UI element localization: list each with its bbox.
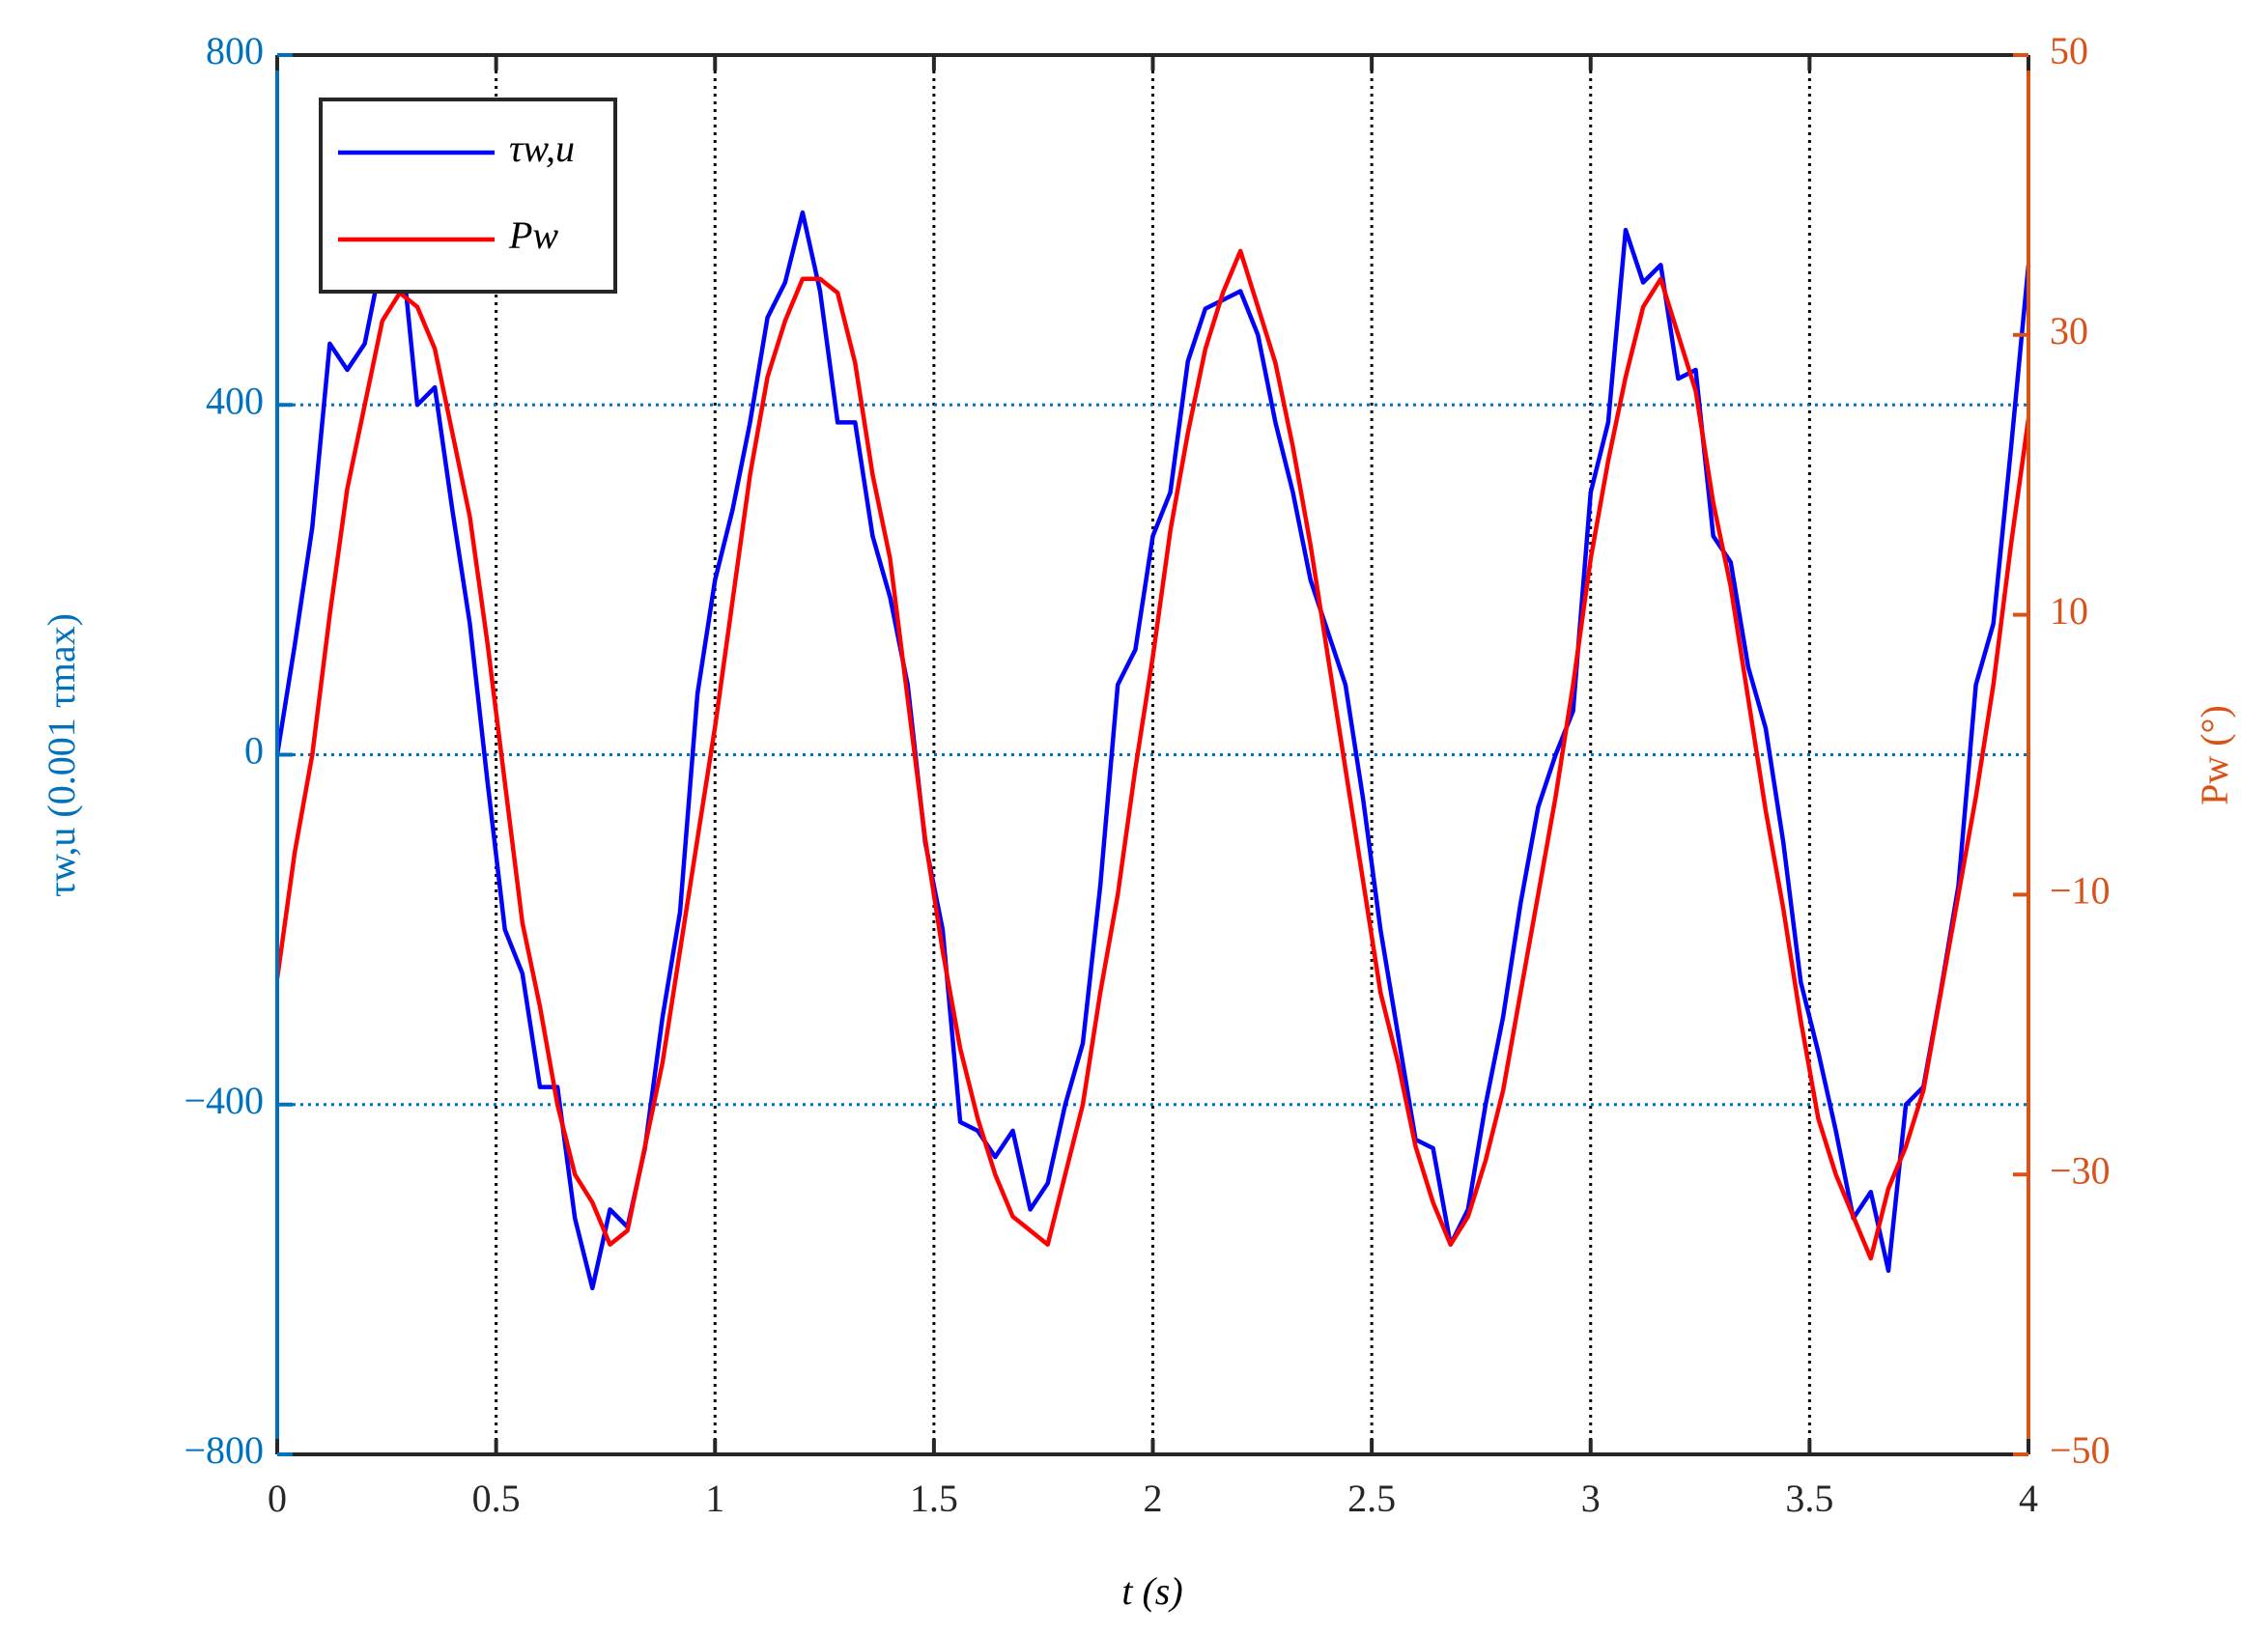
y2-axis-label: Pw (°) bbox=[2193, 705, 2236, 805]
x-tick-label: 0 bbox=[268, 1477, 287, 1520]
legend-label: τw,u bbox=[509, 127, 575, 170]
y-tick-label: 800 bbox=[206, 29, 264, 72]
x-tick-label: 3 bbox=[1581, 1477, 1601, 1520]
x-tick-label: 3.5 bbox=[1785, 1477, 1833, 1520]
y-tick-label: 0 bbox=[244, 729, 264, 773]
legend-label: Pw bbox=[508, 213, 558, 257]
x-tick-label: 0.5 bbox=[472, 1477, 521, 1520]
y-tick-label: 400 bbox=[206, 379, 264, 422]
series-line bbox=[274, 248, 2031, 1261]
y2-tick-label: 30 bbox=[2050, 309, 2088, 352]
y-tick-label: −800 bbox=[184, 1428, 264, 1472]
x-axis-label: t (s) bbox=[1121, 1569, 1182, 1613]
y-tick-label: −400 bbox=[184, 1079, 264, 1122]
y2-tick-label: 50 bbox=[2050, 29, 2088, 72]
x-tick-label: 1 bbox=[705, 1477, 724, 1520]
x-tick-label: 2 bbox=[1144, 1477, 1163, 1520]
series-line bbox=[274, 210, 2031, 1291]
y2-tick-label: −10 bbox=[2050, 869, 2111, 913]
x-tick-label: 1.5 bbox=[910, 1477, 958, 1520]
y2-tick-label: 10 bbox=[2050, 589, 2088, 633]
x-tick-label: 4 bbox=[2019, 1477, 2038, 1520]
x-tick-label: 2.5 bbox=[1347, 1477, 1396, 1520]
y2-tick-label: −30 bbox=[2050, 1148, 2111, 1192]
y-axis-label: τw,u (0.001 τmax) bbox=[40, 613, 83, 897]
y2-tick-label: −50 bbox=[2050, 1428, 2111, 1472]
legend-box bbox=[319, 98, 617, 294]
